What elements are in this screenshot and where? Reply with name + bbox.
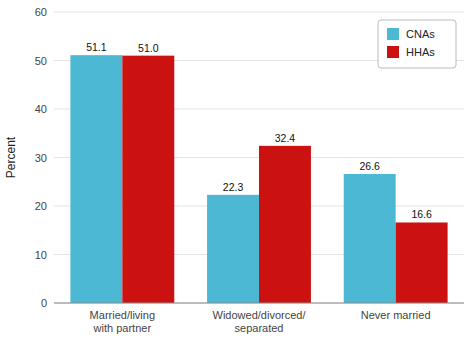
grid-line bbox=[54, 303, 464, 304]
y-tick-label: 20 bbox=[35, 200, 47, 212]
bar bbox=[259, 146, 311, 303]
legend-box bbox=[378, 20, 456, 68]
grid-line bbox=[54, 12, 464, 13]
y-tick-label: 60 bbox=[35, 6, 47, 18]
bar bbox=[70, 55, 122, 303]
bar bbox=[122, 56, 174, 303]
y-tick-label: 50 bbox=[35, 55, 47, 67]
data-label: 51.0 bbox=[138, 42, 159, 54]
legend: CNAs HHAs bbox=[378, 20, 456, 68]
x-tick-label: Never married bbox=[361, 309, 431, 321]
data-label: 32.4 bbox=[275, 132, 296, 144]
bars bbox=[70, 55, 447, 303]
grid bbox=[54, 12, 464, 303]
y-tick-label: 0 bbox=[41, 297, 47, 309]
x-tick-label: Widowed/divorced/separated bbox=[213, 309, 307, 334]
legend-label: HHAs bbox=[406, 46, 435, 58]
data-label: 16.6 bbox=[411, 208, 432, 220]
y-axis-label: Percent bbox=[4, 136, 18, 178]
bar bbox=[344, 174, 396, 303]
x-axis-line bbox=[54, 303, 464, 304]
chart: 0 10 20 30 40 50 60 Percent 51.1 22.3 26.6 51.0 32.4… bbox=[0, 0, 474, 347]
bar bbox=[396, 222, 448, 303]
data-label: 22.3 bbox=[223, 181, 244, 193]
y-tick-label: 30 bbox=[35, 152, 47, 164]
bar bbox=[207, 195, 259, 303]
legend-label: CNAs bbox=[406, 28, 435, 40]
x-tick-label: Married/livingwith partner bbox=[90, 309, 155, 334]
legend-swatch bbox=[387, 28, 399, 40]
data-label: 26.6 bbox=[359, 160, 380, 172]
legend-swatch bbox=[387, 46, 399, 58]
y-tick-label: 40 bbox=[35, 103, 47, 115]
data-label: 51.1 bbox=[86, 41, 107, 53]
y-tick-label: 10 bbox=[35, 249, 47, 261]
